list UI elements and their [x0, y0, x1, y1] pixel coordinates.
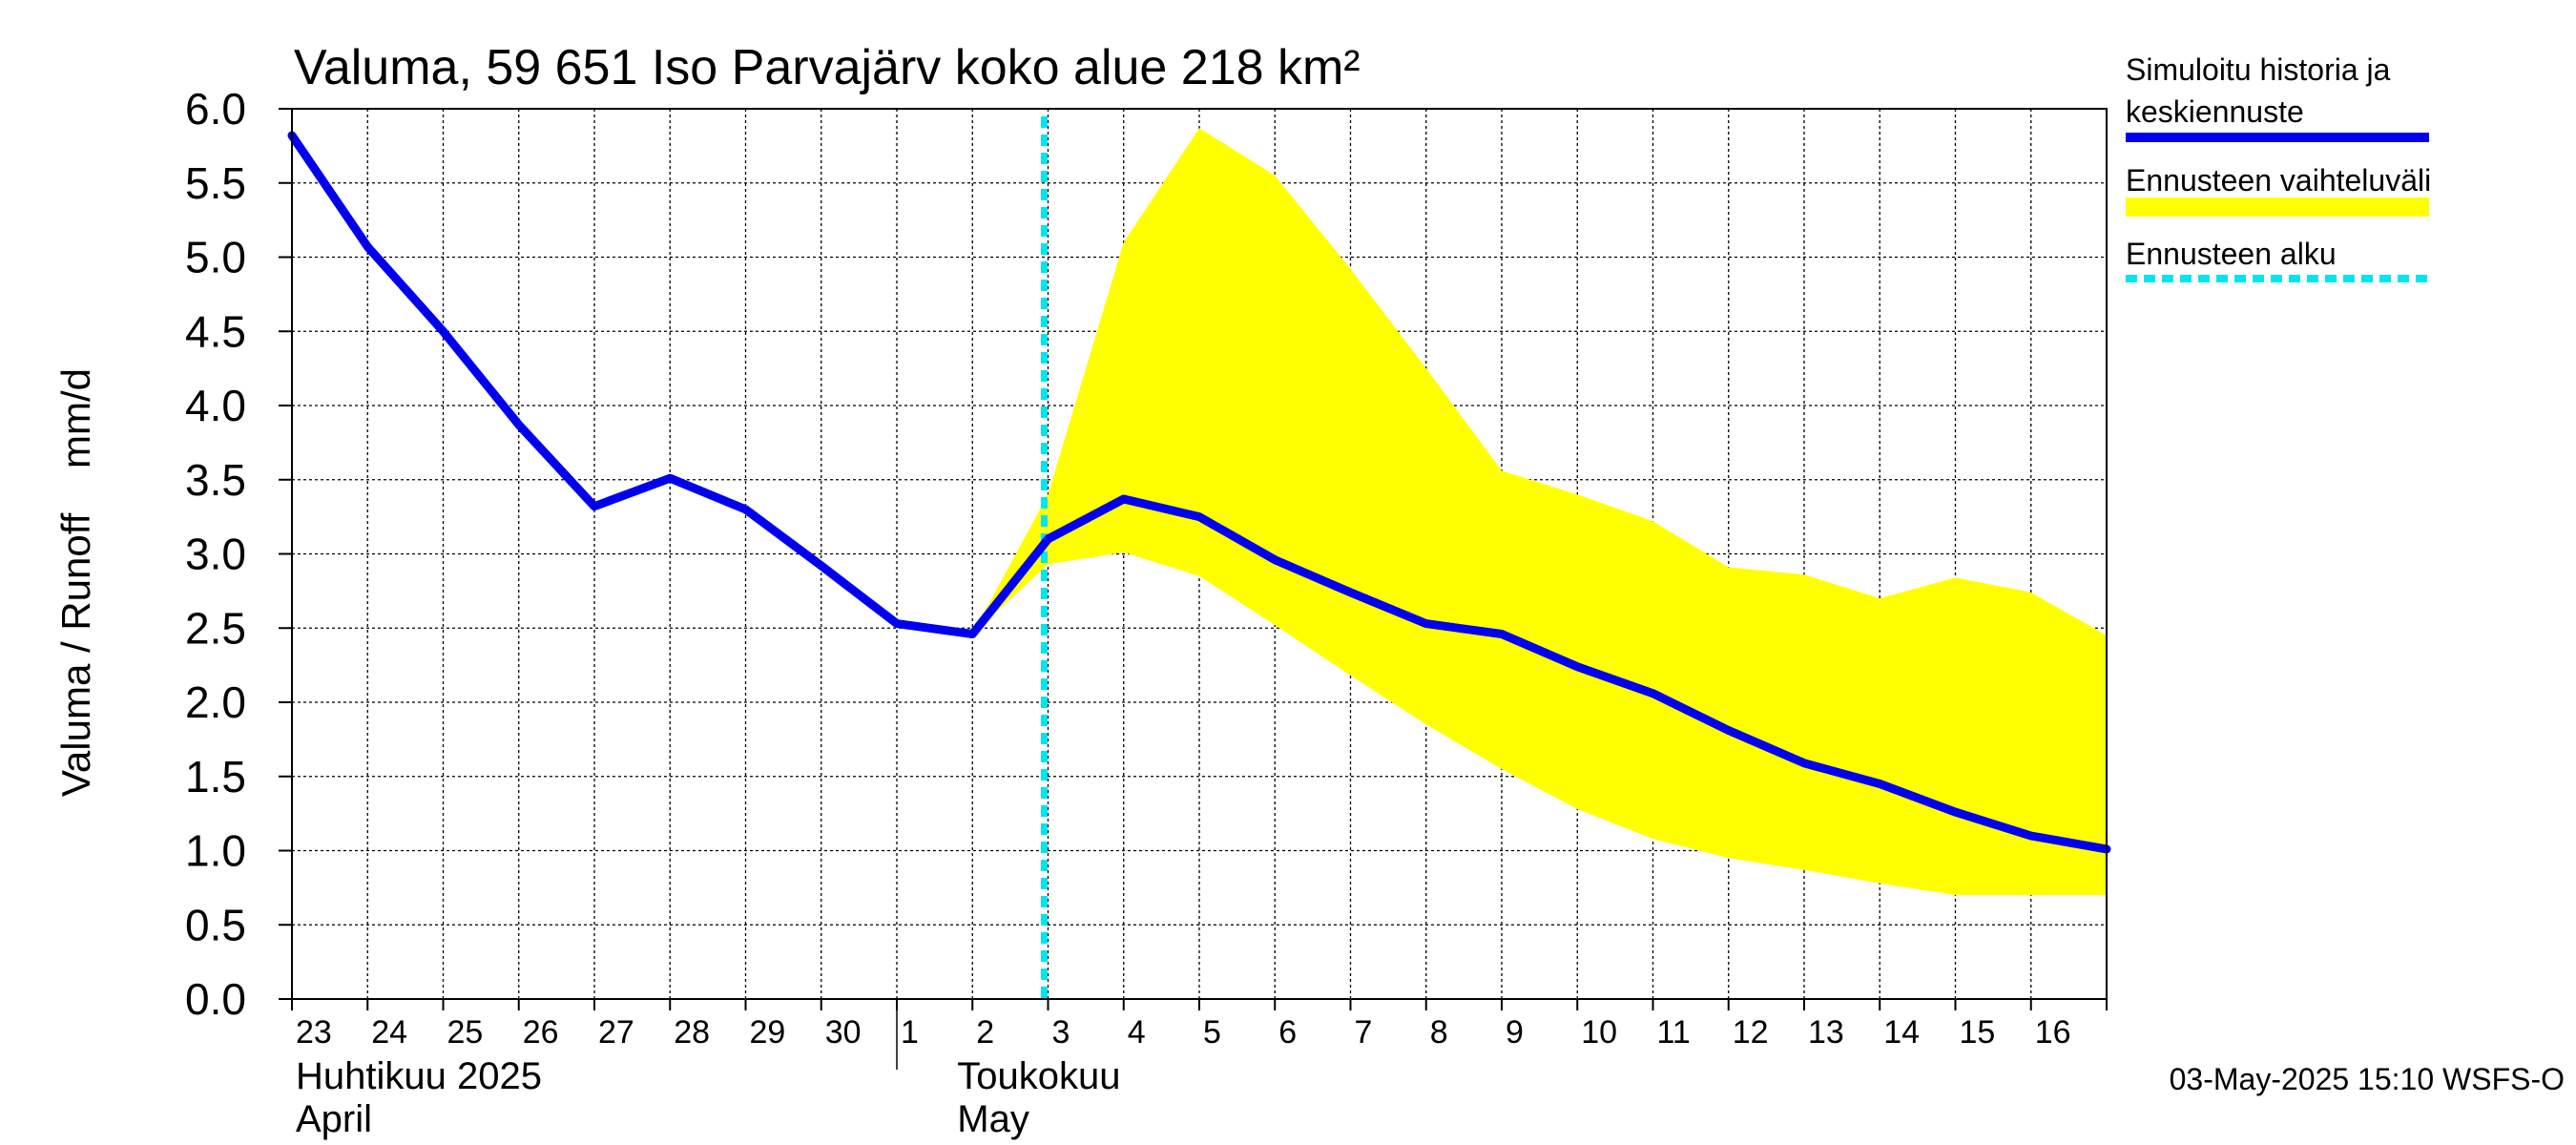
month-label: Toukokuu	[957, 1055, 1120, 1097]
y-axis-label: Valuma / Runoff mm/d	[53, 368, 98, 797]
month-label-english: April	[296, 1098, 372, 1140]
y-tick-label: 4.5	[185, 306, 246, 356]
x-tick-label: 25	[447, 1014, 484, 1051]
x-tick-label: 9	[1506, 1014, 1524, 1051]
chart-title: Valuma, 59 651 Iso Parvajärv koko alue 2…	[294, 40, 1361, 95]
legend-item-forecast-start-label: Ennusteen alku	[2126, 237, 2337, 271]
y-tick-label: 2.5	[185, 603, 246, 653]
x-tick-label: 13	[1808, 1014, 1844, 1051]
x-tick-label: 12	[1733, 1014, 1769, 1051]
month-label-english: May	[957, 1098, 1029, 1140]
x-tick-label: 8	[1430, 1014, 1448, 1051]
y-tick-label: 1.0	[185, 826, 246, 876]
x-tick-label: 6	[1278, 1014, 1297, 1051]
x-tick-label: 27	[598, 1014, 634, 1051]
y-tick-label: 3.0	[185, 530, 246, 579]
legend-item-simulated-label: keskiennuste	[2126, 94, 2304, 129]
x-tick-label: 24	[371, 1014, 407, 1051]
y-tick-label: 5.5	[185, 158, 246, 208]
x-tick-label: 30	[825, 1014, 862, 1051]
legend-item-simulated-label: Simuloitu historia ja	[2126, 52, 2391, 87]
y-tick-label: 2.0	[185, 677, 246, 727]
x-tick-label: 28	[674, 1014, 710, 1051]
x-tick-label: 4	[1128, 1014, 1146, 1051]
x-tick-label: 5	[1203, 1014, 1221, 1051]
legend: Simuloitu historia ja keskiennuste Ennuste…	[2126, 52, 2431, 282]
legend-item-range-label: Ennusteen vaihteluväli	[2126, 163, 2431, 198]
x-tick-label: 23	[296, 1014, 332, 1051]
series-line-simulated	[287, 131, 2111, 854]
timestamp-footer: 03-May-2025 15:10 WSFS-O	[2170, 1062, 2565, 1096]
x-tick-label: 11	[1657, 1014, 1691, 1051]
x-tick-label: 3	[1052, 1014, 1070, 1051]
month-label: Huhtikuu 2025	[296, 1055, 542, 1097]
y-tick-label: 5.0	[185, 233, 246, 282]
y-tick-label: 4.0	[185, 381, 246, 430]
x-tick-label: 26	[523, 1014, 559, 1051]
y-tick-label: 1.5	[185, 752, 246, 802]
x-tick-label: 29	[750, 1014, 786, 1051]
y-tick-label: 0.5	[185, 900, 246, 949]
forecast-range-band	[972, 128, 2107, 896]
plot-area: 0.0 0.5 1.0 1.5 2.0 2.5 3.0 3.5 4.0 4.5 5.0 5.5 6.0 2…	[53, 84, 2111, 1140]
x-tick-label: 2	[976, 1014, 994, 1051]
x-tick-label: 1	[901, 1014, 919, 1051]
x-tick-label: 7	[1355, 1014, 1373, 1051]
x-tick-label: 16	[2035, 1014, 2071, 1051]
x-tick-label: 15	[1960, 1014, 1996, 1051]
x-tick-label: 10	[1581, 1014, 1617, 1051]
y-tick-label: 6.0	[185, 84, 246, 134]
x-tick-label: 14	[1883, 1014, 1920, 1051]
y-tick-label: 0.0	[185, 974, 246, 1024]
y-tick-label: 3.5	[185, 455, 246, 505]
